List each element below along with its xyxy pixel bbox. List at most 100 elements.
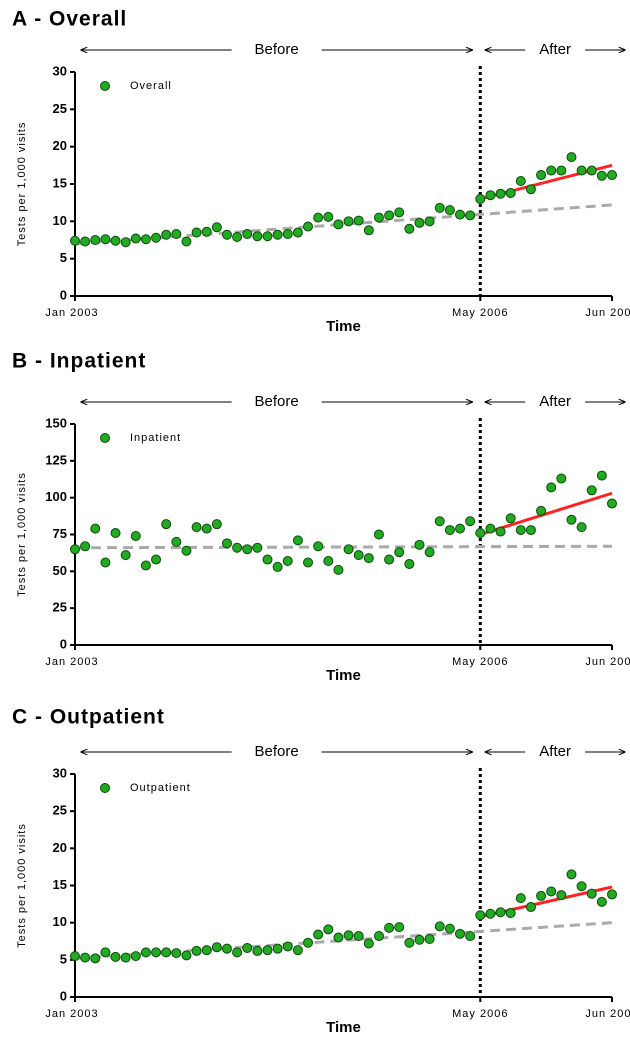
x-tick-label: May 2006 [452, 307, 508, 319]
data-point [586, 888, 597, 899]
data-point [536, 170, 547, 181]
y-tick-label: 10 [53, 213, 67, 228]
legend-marker [100, 81, 110, 91]
data-point [232, 947, 243, 958]
data-point [262, 945, 273, 956]
x-tick-label: Jan 2003 [45, 656, 98, 668]
data-point [161, 947, 172, 958]
data-point [221, 538, 232, 549]
data-point [485, 908, 496, 919]
data-point [110, 528, 121, 539]
data-point [455, 523, 466, 534]
y-tick-label: 100 [45, 489, 67, 504]
period-label: Before [255, 393, 299, 410]
data-point [242, 544, 253, 555]
y-tick-label: 25 [53, 803, 67, 818]
data-point [475, 528, 486, 539]
data-point [404, 937, 415, 948]
data-point [181, 545, 192, 556]
period-label: After [539, 393, 571, 410]
period-label: Before [255, 41, 299, 58]
y-tick-label: 15 [53, 175, 67, 190]
data-point [100, 234, 111, 245]
data-point [465, 210, 476, 221]
y-tick-label: 5 [60, 250, 67, 265]
data-point [181, 950, 192, 961]
y-tick-label: 5 [60, 951, 67, 966]
legend-label: Overall [130, 80, 172, 92]
data-point [191, 522, 202, 533]
panel-title: A - Overall [12, 8, 127, 31]
data-point [576, 522, 587, 533]
data-point [353, 931, 364, 942]
data-point [424, 547, 435, 558]
data-point [303, 221, 314, 232]
data-point [373, 529, 384, 540]
data-point [566, 152, 577, 163]
panel-title: C - Outpatient [12, 706, 165, 729]
data-point [70, 951, 80, 962]
data-point [272, 229, 283, 240]
y-tick-label: 0 [60, 287, 67, 302]
data-point [414, 539, 425, 550]
x-tick-label: Jan 2003 [45, 307, 98, 319]
x-axis-title: Time [326, 1019, 361, 1036]
data-point [394, 922, 405, 933]
period-label-bg [525, 393, 586, 411]
data-point [343, 544, 354, 555]
legend-label: Inpatient [130, 432, 181, 444]
data-point [161, 229, 172, 240]
data-point [201, 523, 212, 534]
data-point [140, 560, 151, 571]
data-point [434, 921, 445, 932]
data-point [191, 227, 202, 238]
y-tick-label: 50 [53, 563, 67, 578]
data-point [313, 541, 324, 552]
data-point [607, 170, 617, 181]
data-point [201, 226, 212, 237]
data-point [211, 942, 222, 953]
x-axis-title: Time [326, 667, 361, 684]
data-point [556, 165, 567, 176]
data-point [576, 165, 587, 176]
data-point [495, 907, 506, 918]
data-point [272, 561, 283, 572]
data-point [333, 219, 344, 230]
data-point [455, 209, 466, 220]
data-point [110, 235, 121, 246]
data-point [515, 525, 526, 536]
data-point [475, 910, 486, 921]
data-point [505, 908, 516, 919]
data-point [110, 951, 121, 962]
data-point [272, 943, 283, 954]
data-point [70, 544, 80, 555]
data-point [252, 945, 263, 956]
data-point [515, 893, 526, 904]
data-point [333, 932, 344, 943]
data-point [130, 951, 141, 962]
data-point [252, 231, 263, 242]
data-point [353, 550, 364, 561]
data-point [465, 516, 476, 527]
data-point [70, 235, 80, 246]
data-point [120, 237, 131, 248]
y-tick-label: 15 [53, 877, 67, 892]
data-point [171, 229, 182, 240]
data-point [394, 207, 405, 218]
data-point [90, 235, 101, 245]
data-point [151, 947, 162, 958]
data-point [262, 554, 273, 565]
data-point [556, 473, 567, 484]
data-point [536, 890, 547, 901]
data-point [475, 193, 486, 204]
y-tick-label: 0 [60, 988, 67, 1003]
data-point [313, 929, 324, 940]
data-point [232, 232, 243, 243]
data-point [424, 216, 435, 227]
data-point [151, 232, 162, 243]
period-label: Before [255, 743, 299, 760]
data-point [434, 202, 445, 213]
data-point [373, 212, 384, 223]
data-point [536, 505, 547, 516]
data-point [161, 519, 172, 530]
